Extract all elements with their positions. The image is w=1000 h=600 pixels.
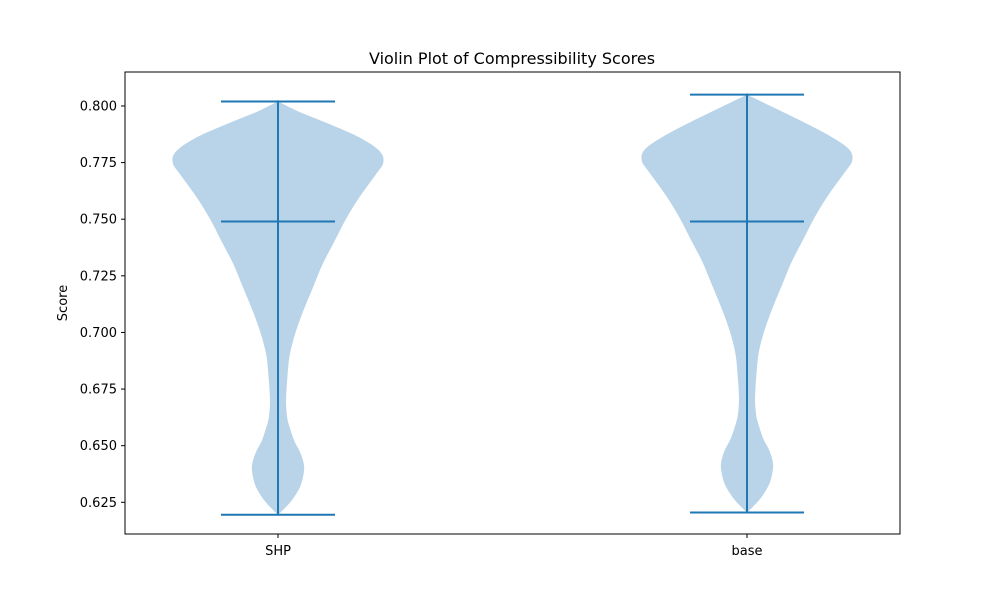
y-axis-label: Score <box>56 285 71 321</box>
y-tick-label: 0.725 <box>80 269 117 284</box>
x-tick-label: SHP <box>265 544 291 559</box>
y-tick-label: 0.750 <box>80 213 117 228</box>
y-tick-label: 0.800 <box>80 99 117 114</box>
violin-group <box>172 93 853 516</box>
y-tick-label: 0.650 <box>80 439 117 454</box>
chart-title: Violin Plot of Compressibility Scores <box>369 49 655 68</box>
plot-frame <box>124 71 901 535</box>
y-tick-label: 0.700 <box>80 326 117 341</box>
y-tick-label: 0.625 <box>80 496 117 511</box>
y-axis-ticks: 0.625 0.650 0.675 0.700 0.725 0.750 0.775 0.800 <box>80 99 125 511</box>
x-tick-label: base <box>732 544 763 559</box>
y-tick-label: 0.775 <box>80 156 117 171</box>
x-axis-ticks: SHP base <box>265 534 763 559</box>
y-tick-label: 0.675 <box>80 383 117 398</box>
